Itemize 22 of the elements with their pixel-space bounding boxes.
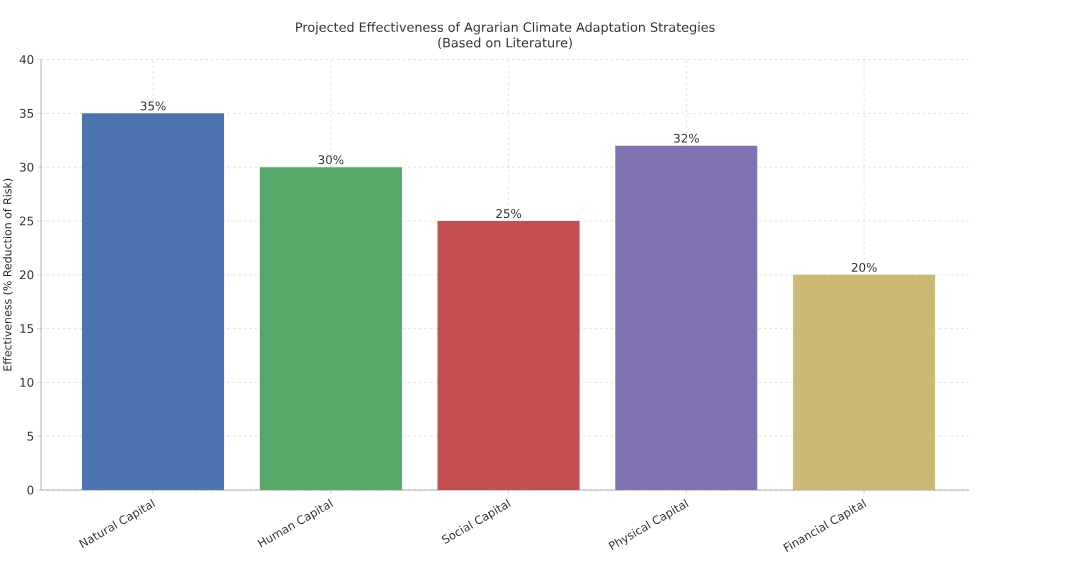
y-axis-title: Effectiveness (% Reduction of Risk) [3, 178, 13, 371]
bar [793, 274, 936, 491]
data-label: 25% [496, 209, 522, 219]
y-tick-label: 25 [19, 216, 34, 226]
y-tick-label: 20 [19, 270, 34, 280]
y-tick-label: 40 [19, 55, 34, 65]
data-label: 30% [318, 155, 344, 165]
data-label: 20% [851, 263, 877, 272]
data-label: 35% [140, 101, 166, 111]
y-tick-label: 5 [27, 431, 34, 441]
data-label: 32% [674, 133, 699, 143]
y-tick-label: 0 [27, 485, 34, 495]
bar [81, 113, 225, 491]
bar [259, 167, 402, 491]
y-tick-label: 15 [20, 324, 34, 334]
y-tick-label: 30 [19, 162, 34, 172]
chart-subtitle: (Based on Literature) [438, 37, 572, 50]
chart-title: Projected Effectiveness of Agrarian Climate Adaptation Strategies [296, 22, 715, 35]
bar [437, 221, 580, 491]
y-tick-label: 35 [19, 108, 34, 118]
y-tick-label: 10 [20, 378, 34, 388]
bar [615, 145, 758, 491]
